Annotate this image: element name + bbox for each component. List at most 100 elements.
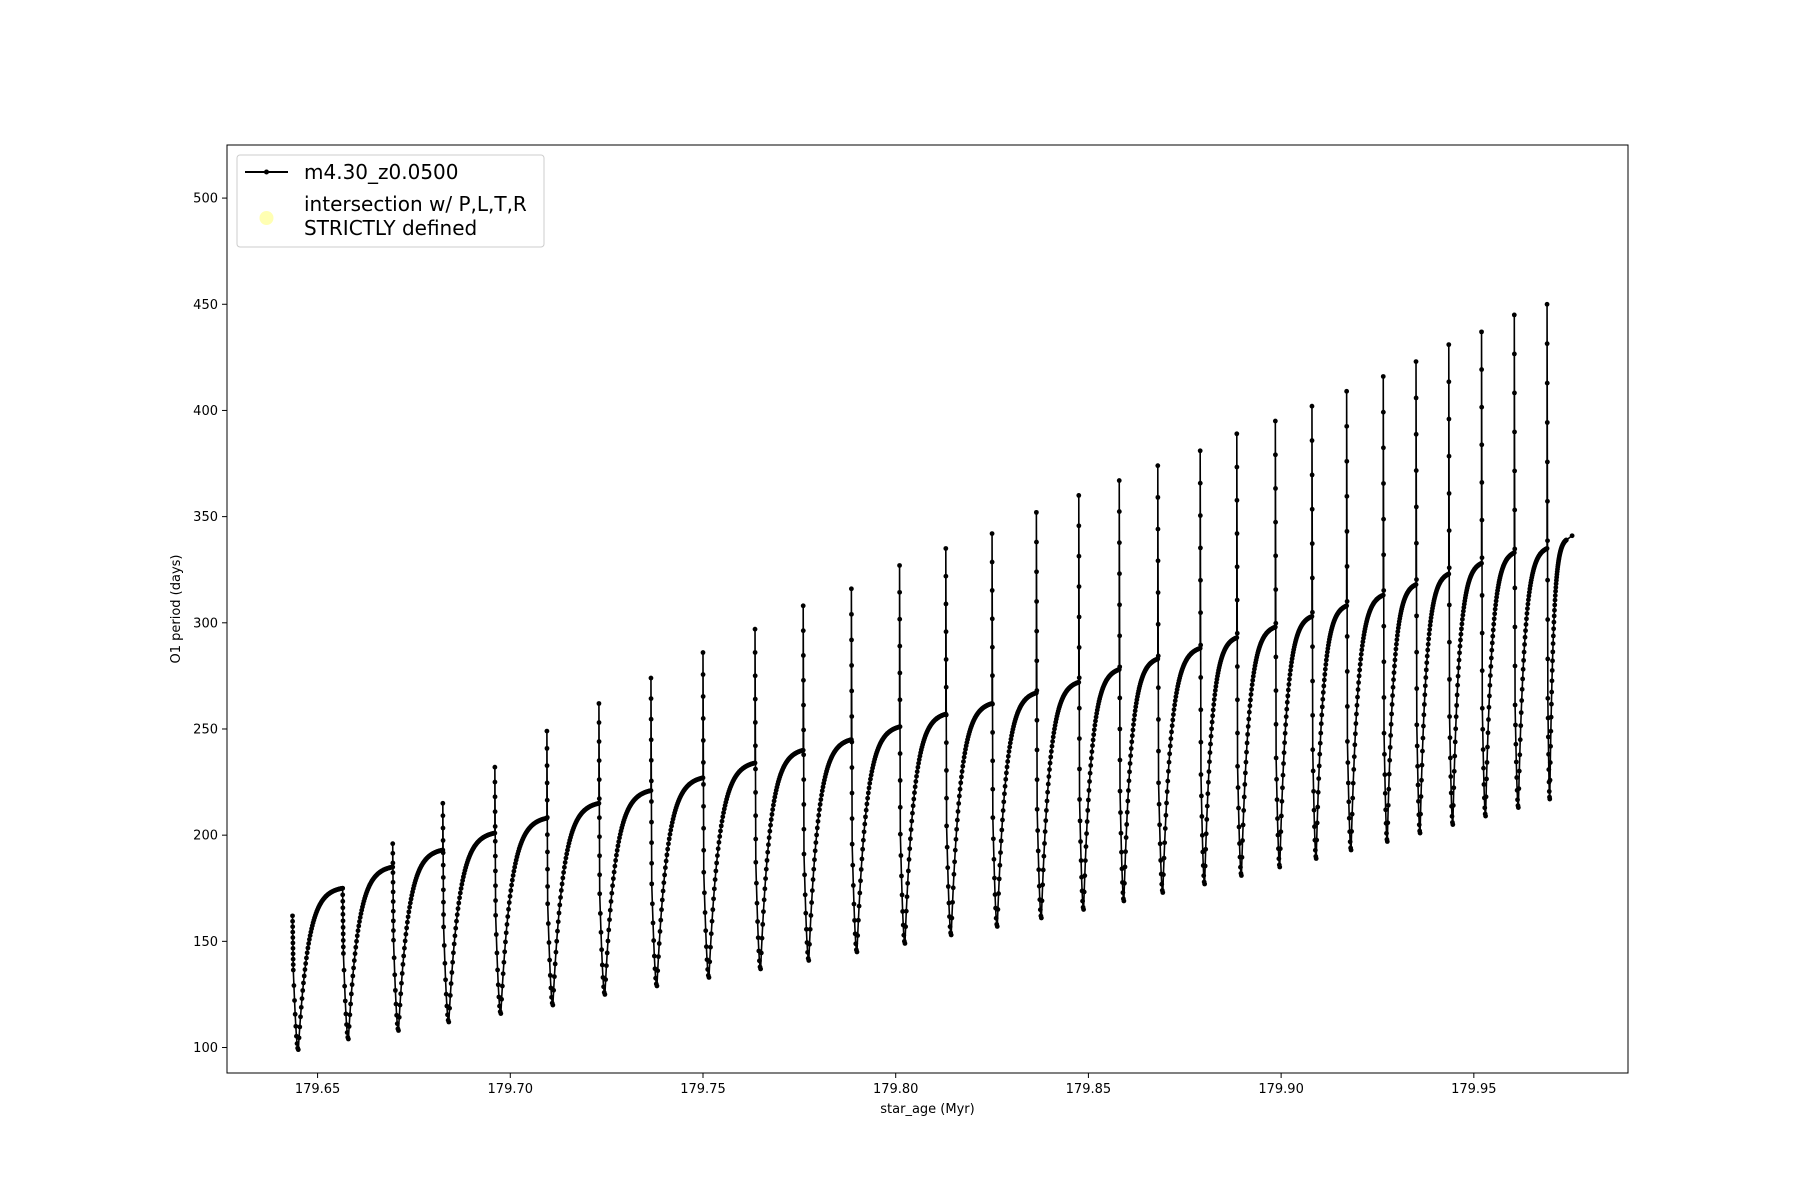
data-point bbox=[1129, 733, 1135, 739]
data-point bbox=[897, 804, 903, 810]
data-point bbox=[301, 980, 306, 986]
data-point bbox=[954, 826, 960, 832]
data-point bbox=[855, 917, 861, 923]
data-point bbox=[1273, 755, 1279, 761]
data-point bbox=[662, 865, 668, 871]
data-point bbox=[649, 901, 655, 907]
data-point bbox=[863, 814, 868, 820]
data-point bbox=[658, 917, 664, 923]
data-point bbox=[946, 900, 952, 906]
data-point bbox=[814, 825, 820, 831]
data-point bbox=[1458, 637, 1463, 643]
data-point bbox=[401, 953, 407, 959]
data-point bbox=[761, 897, 767, 903]
data-point bbox=[1553, 588, 1558, 594]
data-point bbox=[720, 814, 726, 820]
data-point bbox=[1202, 881, 1208, 887]
data-point bbox=[990, 786, 996, 792]
data-point bbox=[990, 730, 995, 735]
data-point bbox=[555, 919, 561, 925]
data-point bbox=[1279, 798, 1285, 804]
data-point bbox=[1415, 782, 1421, 788]
data-point bbox=[1248, 697, 1253, 703]
y-tick-label: 500 bbox=[193, 192, 218, 207]
data-point bbox=[292, 1011, 298, 1017]
data-point bbox=[1155, 494, 1161, 500]
data-point bbox=[915, 764, 921, 770]
data-point bbox=[447, 1005, 452, 1011]
data-point bbox=[1381, 659, 1387, 665]
data-point bbox=[714, 860, 720, 866]
data-point bbox=[1453, 726, 1459, 732]
data-point bbox=[803, 926, 809, 932]
data-point bbox=[990, 815, 996, 821]
data-point bbox=[1353, 721, 1359, 726]
data-point bbox=[393, 1001, 399, 1007]
data-point bbox=[1492, 611, 1498, 617]
data-point bbox=[650, 920, 656, 926]
data-point bbox=[1084, 819, 1090, 824]
data-point bbox=[1122, 864, 1128, 870]
data-point bbox=[1198, 610, 1203, 616]
data-point bbox=[552, 961, 558, 967]
data-point bbox=[1344, 634, 1350, 639]
data-point bbox=[1512, 624, 1518, 630]
data-point bbox=[1076, 523, 1082, 529]
data-point bbox=[390, 879, 396, 885]
data-point bbox=[753, 789, 758, 795]
data-point bbox=[290, 940, 296, 946]
data-point bbox=[754, 900, 760, 906]
data-point bbox=[1357, 661, 1363, 667]
data-point bbox=[654, 983, 660, 989]
data-point bbox=[1318, 721, 1324, 727]
data-point bbox=[1171, 707, 1177, 712]
data-point bbox=[1323, 657, 1329, 663]
data-point bbox=[346, 1024, 352, 1029]
data-point bbox=[1425, 641, 1431, 647]
data-point bbox=[711, 896, 716, 902]
data-point bbox=[1348, 847, 1354, 853]
data-point bbox=[759, 935, 765, 941]
data-point bbox=[989, 559, 995, 565]
data-point bbox=[659, 897, 665, 903]
data-point bbox=[812, 848, 818, 854]
data-point bbox=[1513, 722, 1518, 728]
data-point bbox=[295, 1047, 301, 1053]
data-point bbox=[1050, 734, 1056, 740]
data-point bbox=[1168, 736, 1174, 742]
data-point bbox=[1485, 730, 1491, 736]
data-point bbox=[1164, 800, 1169, 806]
data-point bbox=[1383, 807, 1389, 813]
data-point bbox=[957, 786, 963, 792]
data-point bbox=[1124, 809, 1130, 815]
data-point bbox=[1490, 627, 1496, 633]
data-point bbox=[1382, 790, 1388, 796]
data-point bbox=[1208, 741, 1213, 747]
data-point bbox=[1489, 647, 1495, 653]
data-point bbox=[615, 843, 621, 849]
data-point bbox=[1213, 684, 1219, 689]
data-point bbox=[1091, 727, 1097, 733]
data-point bbox=[408, 896, 414, 902]
data-point bbox=[760, 921, 766, 927]
data-point bbox=[990, 673, 995, 679]
data-point bbox=[908, 827, 914, 833]
data-point bbox=[1486, 717, 1491, 722]
data-point bbox=[1087, 779, 1092, 784]
data-point bbox=[897, 616, 903, 622]
data-point bbox=[1549, 701, 1554, 707]
data-point bbox=[1035, 848, 1041, 854]
data-point bbox=[702, 910, 708, 915]
data-point bbox=[853, 941, 859, 947]
data-point bbox=[715, 853, 720, 858]
data-point bbox=[860, 837, 866, 843]
data-point bbox=[400, 961, 406, 967]
data-point bbox=[544, 728, 550, 734]
data-point bbox=[1049, 743, 1055, 749]
data-point bbox=[1131, 717, 1137, 723]
data-point bbox=[1321, 677, 1327, 683]
data-point bbox=[1388, 721, 1394, 727]
data-point bbox=[1382, 751, 1387, 757]
data-point bbox=[343, 1011, 349, 1017]
